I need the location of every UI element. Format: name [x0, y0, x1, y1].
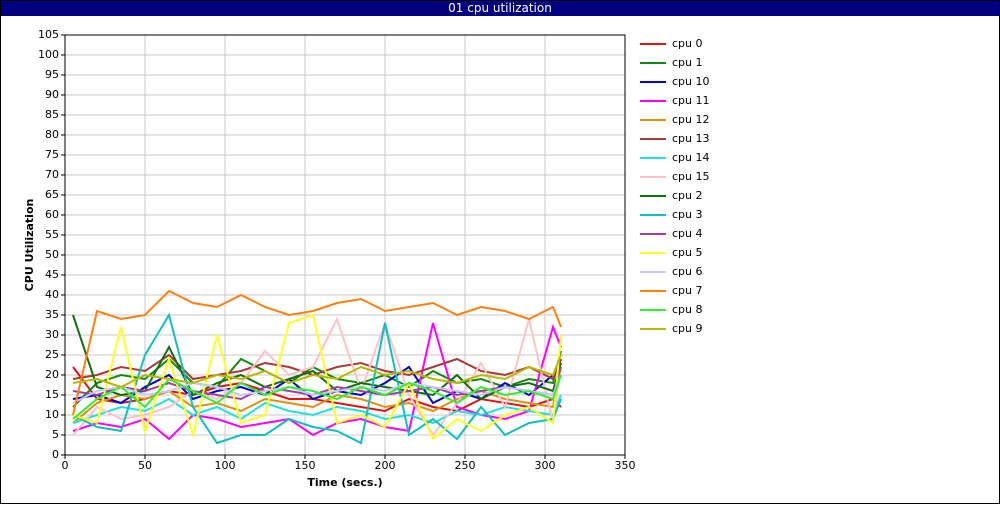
x-tick-label: 50 — [138, 459, 152, 472]
x-tick-label: 0 — [62, 459, 69, 472]
y-tick-label: 10 — [45, 408, 59, 421]
legend-label: cpu 8 — [672, 303, 703, 316]
plot-area — [65, 35, 625, 455]
y-tick-label: 5 — [52, 428, 59, 441]
legend-label: cpu 9 — [672, 322, 703, 335]
x-tick-label: 100 — [215, 459, 236, 472]
x-tick-label: 350 — [615, 459, 636, 472]
y-tick-label: 0 — [52, 448, 59, 461]
legend-label: cpu 10 — [672, 75, 710, 88]
y-axis-label: CPU Utilization — [23, 199, 36, 292]
legend-label: cpu 5 — [672, 246, 703, 259]
y-tick-label: 60 — [45, 208, 59, 221]
y-tick-label: 95 — [45, 68, 59, 81]
legend-label: cpu 14 — [672, 151, 710, 164]
legend-label: cpu 6 — [672, 265, 703, 278]
legend-label: cpu 1 — [672, 56, 703, 69]
series-line — [72, 394, 562, 425]
x-tick-label: 200 — [375, 459, 396, 472]
x-tick-label: 300 — [535, 459, 556, 472]
series-line — [72, 314, 562, 401]
chart-title: 01 cpu utilization — [448, 1, 552, 15]
legend-label: cpu 15 — [672, 170, 710, 183]
y-tick-label: 30 — [45, 328, 59, 341]
series-line — [72, 354, 562, 389]
y-tick-label: 80 — [45, 128, 59, 141]
legend-label: cpu 0 — [672, 37, 703, 50]
legend-label: cpu 7 — [672, 284, 703, 297]
y-tick-label: 40 — [45, 288, 59, 301]
y-tick-label: 25 — [45, 348, 59, 361]
plot-border — [64, 34, 626, 456]
y-tick-label: 105 — [38, 28, 59, 41]
y-tick-label: 15 — [45, 388, 59, 401]
series-line — [72, 313, 562, 441]
x-axis-label: Time (secs.) — [307, 476, 382, 489]
legend-label: cpu 11 — [672, 94, 710, 107]
y-tick-label: 20 — [45, 368, 59, 381]
y-tick-label: 70 — [45, 168, 59, 181]
y-tick-label: 75 — [45, 148, 59, 161]
y-tick-label: 50 — [45, 248, 59, 261]
y-tick-label: 65 — [45, 188, 59, 201]
series-line — [72, 374, 562, 420]
y-tick-label: 35 — [45, 308, 59, 321]
y-tick-label: 55 — [45, 228, 59, 241]
legend-label: cpu 12 — [672, 113, 710, 126]
title-bar — [1, 1, 999, 16]
legend-label: cpu 3 — [672, 208, 703, 221]
series-line — [72, 312, 562, 445]
y-tick-label: 100 — [38, 48, 59, 61]
y-tick-label: 45 — [45, 268, 59, 281]
legend-label: cpu 13 — [672, 132, 710, 145]
y-tick-label: 90 — [45, 88, 59, 101]
y-tick-label: 85 — [45, 108, 59, 121]
legend-label: cpu 2 — [672, 189, 703, 202]
x-tick-label: 150 — [295, 459, 316, 472]
series-line — [72, 366, 562, 401]
series-line — [72, 316, 562, 437]
series-line — [72, 289, 562, 416]
legend-label: cpu 4 — [672, 227, 703, 240]
x-tick-label: 250 — [455, 459, 476, 472]
